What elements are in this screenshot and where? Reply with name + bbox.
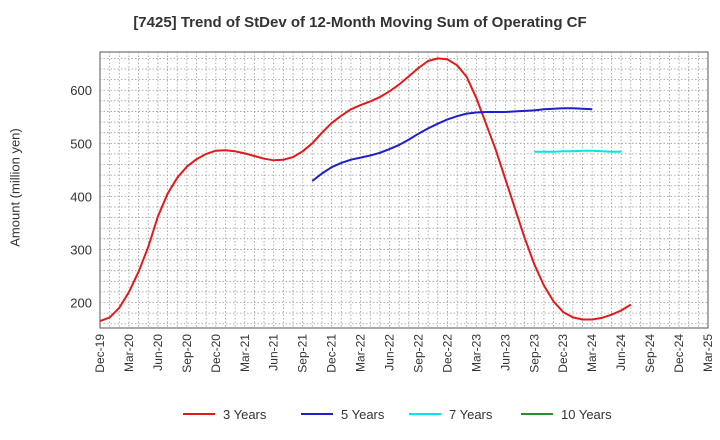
- x-tick-label: Dec-24: [672, 334, 686, 373]
- x-tick-label: Sep-24: [643, 334, 657, 373]
- y-tick-label: 400: [70, 189, 92, 204]
- x-tick-label: Sep-22: [411, 334, 425, 373]
- x-tick-label: Dec-22: [440, 334, 454, 373]
- x-tick-label: Mar-23: [469, 334, 483, 372]
- series-line-5-years: [311, 107, 593, 182]
- x-tick-label: Mar-22: [354, 334, 368, 372]
- plot-frame: [99, 51, 709, 329]
- legend-label-3-years: 3 Years: [223, 407, 267, 422]
- x-tick-label: Dec-21: [325, 334, 339, 373]
- legend-label-10-years: 10 Years: [561, 407, 612, 422]
- chart-title: [7425] Trend of StDev of 12-Month Moving…: [133, 14, 587, 31]
- x-tick-label: Dec-23: [556, 334, 570, 373]
- x-tick-label: Mar-20: [122, 334, 136, 372]
- y-tick-label: 600: [70, 83, 92, 98]
- legend-label-7-years: 7 Years: [449, 407, 493, 422]
- x-tick-label: Mar-21: [238, 334, 252, 372]
- series-line-3-years: [99, 57, 632, 323]
- x-tick-label: Jun-22: [383, 334, 397, 371]
- y-tick-label: 200: [70, 296, 92, 311]
- x-tick-label: Mar-25: [701, 334, 715, 372]
- x-tick-label: Jun-23: [498, 334, 512, 371]
- x-tick-label: Sep-21: [296, 334, 310, 373]
- x-tick-label: Mar-24: [585, 334, 599, 372]
- x-tick-label: Dec-19: [93, 334, 107, 373]
- series-line-7-years: [534, 149, 622, 153]
- y-tick-label: 300: [70, 242, 92, 257]
- x-tick-label: Jun-21: [267, 334, 281, 371]
- x-tick-label: Sep-20: [180, 334, 194, 373]
- y-tick-label: 500: [70, 136, 92, 151]
- x-tick-label: Dec-20: [209, 334, 223, 373]
- x-tick-label: Sep-23: [527, 334, 541, 373]
- x-tick-label: Jun-20: [151, 334, 165, 371]
- legend-label-5-years: 5 Years: [341, 407, 385, 422]
- x-tick-label: Jun-24: [614, 334, 628, 371]
